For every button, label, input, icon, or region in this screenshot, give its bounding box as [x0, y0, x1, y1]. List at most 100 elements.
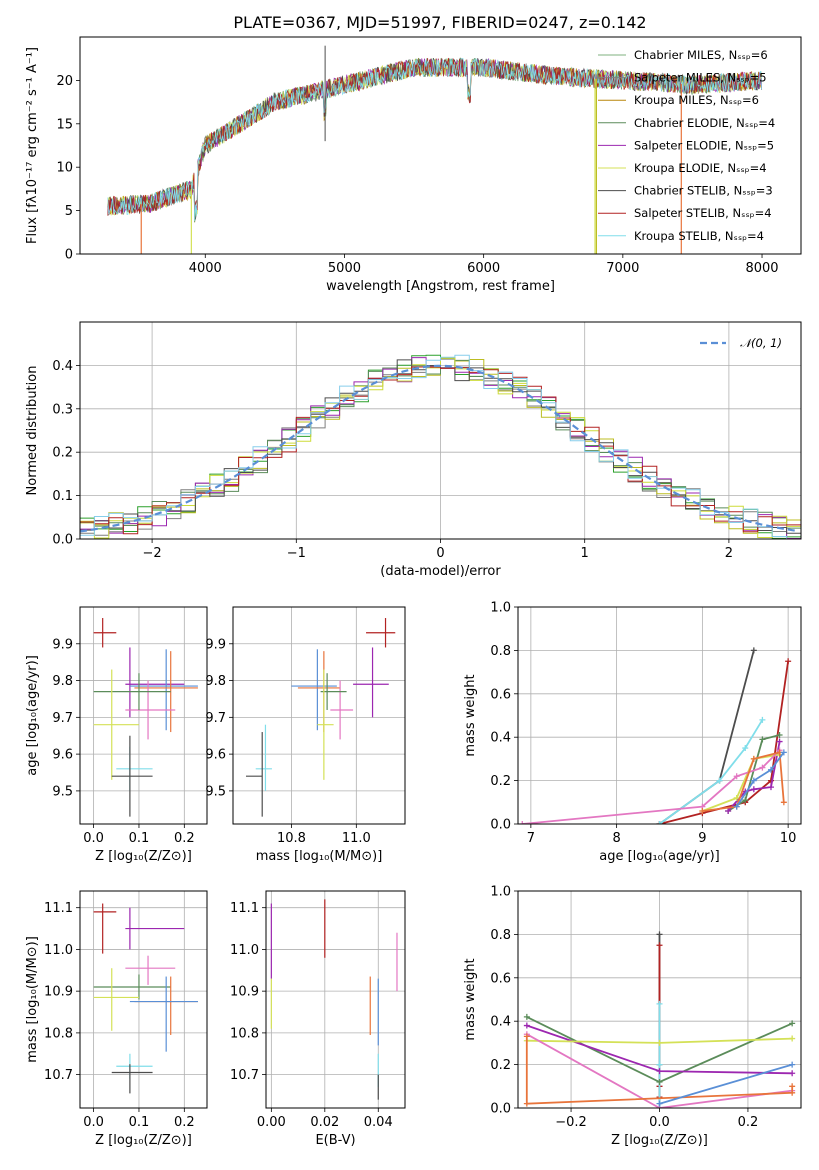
errorbar-point — [93, 903, 117, 954]
x-axis-label: E(B-V) — [315, 1133, 355, 1148]
x-tick-label: 0.0 — [649, 1115, 670, 1130]
y-tick-label: 10.7 — [44, 1068, 73, 1083]
series-marker — [523, 1013, 530, 1020]
series-marker — [789, 1035, 796, 1042]
panel-residuals: −2 −1 0 1 2 0.0 0.1 0.2 0.3 0.4 (data-model)/error… — [25, 321, 802, 579]
histogram-step — [80, 354, 801, 539]
x-tick-label: 0.1 — [129, 831, 150, 846]
errorbar-point — [330, 680, 354, 740]
legend-label: Kroupa ELODIE, Nₛₛₚ=4 — [634, 161, 767, 175]
series-marker — [733, 794, 740, 801]
x-tick-label: −0.2 — [555, 1115, 587, 1130]
errorbar-point — [291, 649, 337, 731]
legend-label: 𝒩(0, 1) — [740, 336, 782, 350]
series-marker — [759, 764, 766, 771]
y-tick-label: 9.9 — [52, 637, 73, 652]
series-marker — [789, 1061, 796, 1068]
y-tick-label: 0.2 — [52, 446, 73, 461]
x-tick-label: 10 — [780, 831, 797, 846]
series-marker — [750, 647, 757, 654]
errorbar-point — [116, 1053, 153, 1079]
y-tick-label: 0.6 — [490, 687, 511, 702]
axes-frame — [79, 606, 208, 825]
series-marker — [780, 749, 787, 756]
legend-label: Kroupa MILES, Nₛₛₚ=6 — [634, 93, 759, 107]
plot-area — [93, 618, 198, 817]
x-tick-label: 8000 — [745, 261, 778, 276]
series-marker — [789, 1089, 796, 1096]
series-marker — [789, 1070, 796, 1077]
x-tick-label: 7 — [527, 831, 535, 846]
y-tick-label: 0.2 — [490, 774, 511, 789]
y-tick-label: 11.0 — [230, 943, 259, 958]
y-tick-label: 9.8 — [205, 674, 226, 689]
y-tick-label: 9.7 — [52, 711, 73, 726]
plot-area — [519, 647, 792, 824]
x-axis-label: (data-model)/error — [380, 564, 501, 579]
y-tick-label: 0.4 — [52, 359, 73, 374]
x-tick-label: 8 — [612, 831, 620, 846]
y-tick-label: 10.8 — [230, 1026, 259, 1041]
errorbar-point — [353, 647, 389, 718]
series-line — [658, 719, 764, 824]
series-marker — [733, 803, 740, 810]
legend-label: Chabrier ELODIE, Nₛₛₚ=4 — [634, 116, 775, 130]
series-line — [525, 1036, 794, 1105]
series-marker — [656, 1000, 663, 1007]
x-tick-label: 0.2 — [174, 1115, 195, 1130]
plot-area — [80, 354, 801, 539]
legend-label: Kroupa STELIB, Nₛₛₚ=4 — [634, 229, 764, 243]
y-tick-label: 0 — [65, 248, 73, 263]
y-tick-label: 0.1 — [52, 489, 73, 504]
y-tick-label: 9.9 — [205, 637, 226, 652]
panel-massweight_vs_age: 7 8 9 10 0.0 0.2 0.4 0.6 0.8 1.0 age [log₁₀(age/yr… — [463, 601, 802, 864]
y-tick-label: 0.8 — [490, 928, 511, 943]
series-marker — [523, 1100, 530, 1107]
series-line — [526, 1033, 793, 1108]
axes-frame — [79, 890, 208, 1109]
panel-massweight_vs_Z: −0.2 0.0 0.2 0.0 0.2 0.4 0.6 0.8 1.0 Z [log₁₀(Z/Z… — [463, 885, 802, 1148]
panel-mass_vs_Z: 0.0 0.1 0.2 10.7 10.8 10.9 11.0 11.1 Z [log₁₀(Z/… — [25, 890, 208, 1148]
series-marker — [776, 732, 783, 739]
legend: 𝒩(0, 1) — [700, 336, 782, 350]
legend-label: Chabrier MILES, Nₛₛₚ=6 — [634, 48, 768, 62]
y-tick-label: 0.8 — [490, 644, 511, 659]
errorbar-point — [129, 649, 198, 731]
series-marker — [742, 797, 749, 804]
y-tick-label: 11.0 — [44, 943, 73, 958]
y-tick-label: 9.6 — [52, 748, 73, 763]
y-tick-label: 10.8 — [44, 1026, 73, 1041]
series-marker — [759, 736, 766, 743]
errorbar-point — [255, 724, 272, 791]
y-axis-label: Normed distribution — [25, 366, 40, 496]
histogram-step — [80, 359, 801, 529]
y-axis-label: Flux [fλ10⁻¹⁷ erg cm⁻² s⁻¹ A⁻¹] — [25, 47, 40, 244]
y-tick-label: 0.0 — [490, 1102, 511, 1117]
series-marker — [785, 658, 792, 665]
x-tick-label: 0 — [436, 546, 444, 561]
y-tick-label: 9.8 — [52, 674, 73, 689]
x-tick-label: 4000 — [189, 261, 222, 276]
normal-curve — [80, 364, 799, 533]
errorbar-point — [125, 647, 185, 718]
series-marker — [759, 716, 766, 723]
plot-area — [270, 899, 398, 1100]
histogram-step — [80, 357, 801, 539]
errorbar-point — [93, 618, 117, 648]
errorbar-point — [245, 732, 263, 817]
series-marker — [780, 799, 787, 806]
series-marker — [750, 786, 757, 793]
y-tick-label: 9.5 — [52, 784, 73, 799]
plot-area — [245, 618, 396, 817]
errorbar-point — [93, 968, 139, 1031]
panel-age_vs_Z: 0.0 0.1 0.2 9.5 9.6 9.7 9.8 9.9 Z [log₁₀(Z/Z⊙)] a… — [25, 606, 208, 864]
errorbar-point — [111, 735, 153, 817]
errorbar-point — [366, 618, 396, 648]
x-tick-label: 5000 — [328, 261, 361, 276]
legend-label: Chabrier STELIB, Nₛₛₚ=3 — [634, 184, 773, 198]
series-marker — [750, 755, 757, 762]
x-axis-label: Z [log₁₀(Z/Z⊙)] — [611, 1133, 708, 1148]
errorbar-point — [125, 955, 176, 985]
x-tick-label: 0.2 — [738, 1115, 759, 1130]
